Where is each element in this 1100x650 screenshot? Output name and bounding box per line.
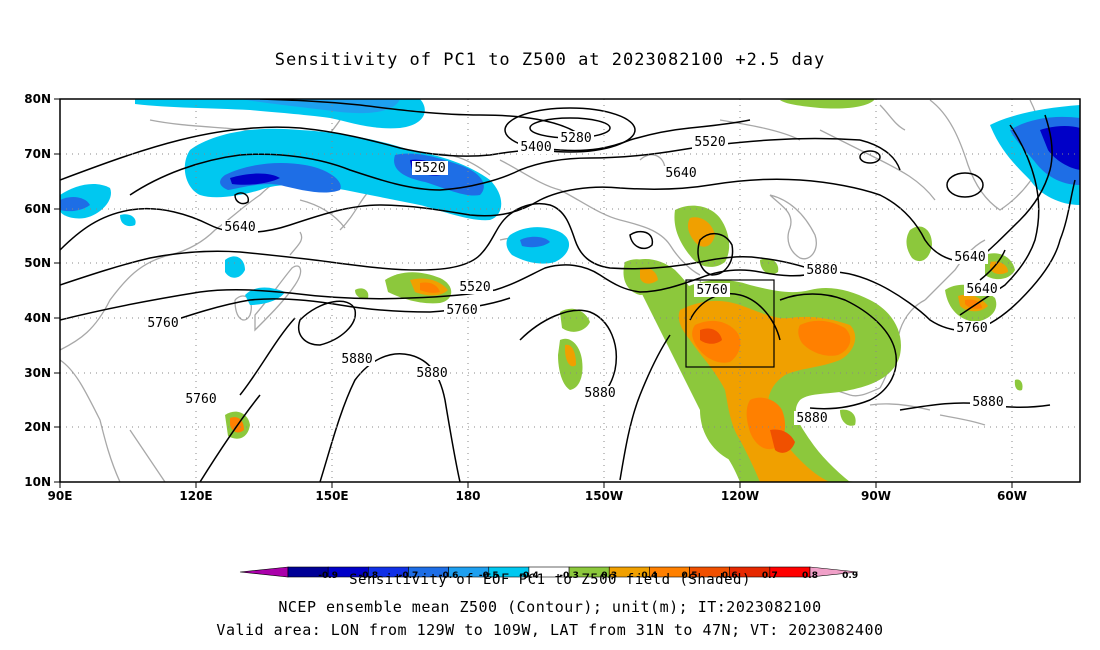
colorbar-tick-label: 0.9 [842,571,858,581]
colorbar-tick-label: -0.8 [358,571,378,581]
contour-label: 5520 [459,280,490,295]
colorbar-tick-label: 0.4 [641,571,657,581]
contour-label-bg [663,166,699,180]
lon-label-150w: 150W [585,489,623,503]
latitude-labels: 80N 70N 60N 50N 40N 30N 20N 10N [24,92,51,489]
colorbar-tick-label: 0.7 [762,571,778,581]
lat-label-20n: 20N [24,420,51,434]
contour-label: 5880 [796,411,827,426]
contour-label: 5400 [520,140,551,155]
contour-label-bg [582,386,618,400]
contour-label: 5760 [147,316,178,331]
gridlines [60,99,1080,482]
colorbar-tick-label: 0.8 [802,571,818,581]
contour-label-bg [964,282,1000,296]
colorbar-tick-label: -0.9 [318,571,338,581]
lon-label-120w: 120W [721,489,759,503]
colorbar: -0.9 -0.8 -0.7 -0.6 -0.5 -0.4 -0.3 0.3 0.4 0.5 0.6… [239,566,859,581]
caption-valid-area: Valid area: LON from 129W to 109W, LAT f… [216,621,884,639]
contour-label: 5520 [414,161,445,176]
contour-label-bg [692,135,728,149]
contour-label-bg [414,366,450,380]
contour-label-bg [952,250,988,264]
caption-contour-info: NCEP ensemble mean Z500 (Contour); unit(… [278,598,822,616]
contour-label-bg [694,283,730,297]
longitude-labels: 90E 120E 150E 180 150W 120W 90W 60W [48,489,1027,503]
colorbar-tick-label: -0.5 [479,571,499,581]
contour-label: 5640 [954,250,985,265]
colorbar-tick-label: 0.5 [682,571,698,581]
colorbar-tick-label: -0.7 [399,571,419,581]
lon-label-180: 180 [455,489,480,503]
colorbar-tick-label: -0.3 [559,571,579,581]
contour-label-bg [558,131,594,145]
colorbar-right-arrow [809,566,859,578]
lat-label-60n: 60N [24,202,51,216]
contour-label: 5760 [446,303,477,318]
contour-label-bg [222,220,258,234]
contour-label-bg [954,321,990,335]
contour-label: 5760 [696,283,727,298]
colorbar-tick-label: 0.3 [601,571,617,581]
contour-label-bg [339,352,375,366]
lat-label-80n: 80N [24,92,51,106]
contour-label: 5280 [560,131,591,146]
contour-label: 5760 [185,392,216,407]
lon-label-150e: 150E [315,489,348,503]
contour-label: 5640 [224,220,255,235]
lon-label-60w: 60W [997,489,1027,503]
contour-label-bg [145,316,181,330]
colorbar-tick-label: -0.4 [519,571,539,581]
contour-label: 5880 [806,263,837,278]
contour-labels: 5280 5400 5520 5520 5640 5640 5520 5640 5640 5760… [145,131,1006,426]
contour-label-bg [457,280,493,294]
lon-label-90e: 90E [48,489,73,503]
contour-label: 5880 [972,395,1003,410]
contour-label: 5880 [341,352,372,367]
lon-label-120e: 120E [179,489,212,503]
contour-label-bg [794,411,830,425]
contour-label: 5520 [694,135,725,150]
chart-title: Sensitivity of PC1 to Z500 at 2023082100… [274,50,826,70]
lat-label-10n: 10N [24,475,51,489]
contour-label: 5640 [966,282,997,297]
contour-label-bg [518,140,554,154]
valid-area-box [685,279,775,368]
colorbar-tick-label: 0.6 [722,571,738,581]
contour-label: 5760 [956,321,987,336]
lat-label-30n: 30N [24,366,51,380]
contour-label: 5640 [665,166,696,181]
colorbar-tick-label: -0.6 [439,571,459,581]
lat-label-70n: 70N [24,147,51,161]
contour-label-bg [444,303,480,317]
lon-label-90w: 90W [861,489,891,503]
contour-label-bg [804,263,840,277]
contour-label: 5880 [416,366,447,381]
contour-label: 5880 [584,386,615,401]
contour-label-bg [183,392,219,406]
contour-label-bg [412,161,448,175]
lat-label-40n: 40N [24,311,51,325]
colorbar-title: Sensitivity of EOF PC1 to Z500 field (Sh… [349,572,751,588]
lat-label-50n: 50N [24,256,51,270]
positive-shading [225,99,1023,482]
contour-label-bg [970,395,1006,409]
z500-contours [60,99,1076,482]
